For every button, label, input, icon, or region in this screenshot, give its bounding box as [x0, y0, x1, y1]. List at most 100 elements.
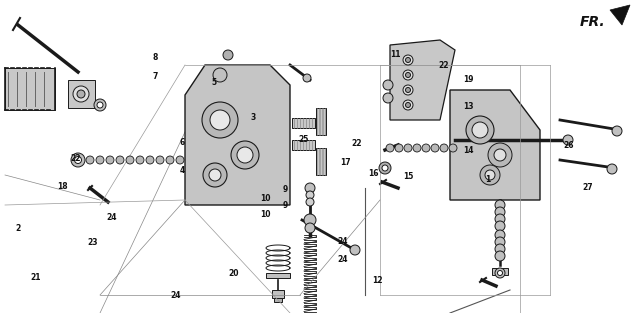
Text: 14: 14	[463, 146, 474, 155]
Text: 2: 2	[15, 224, 20, 233]
Circle shape	[495, 221, 505, 231]
Text: 24: 24	[338, 237, 348, 245]
Bar	[274, 298, 282, 302]
Circle shape	[382, 165, 388, 171]
Circle shape	[74, 156, 81, 163]
Circle shape	[306, 198, 314, 206]
Text: 4: 4	[180, 166, 185, 175]
Circle shape	[202, 102, 238, 138]
Circle shape	[73, 86, 89, 102]
Circle shape	[495, 237, 505, 247]
Circle shape	[495, 251, 505, 261]
Text: 13: 13	[463, 102, 474, 111]
Text: 9: 9	[282, 201, 287, 209]
Circle shape	[495, 230, 505, 240]
Bar	[266, 273, 290, 278]
Circle shape	[431, 144, 439, 152]
Polygon shape	[610, 5, 630, 25]
Text: 20: 20	[228, 269, 239, 278]
Text: 26: 26	[563, 141, 573, 150]
Circle shape	[383, 93, 393, 103]
Text: 15: 15	[403, 172, 413, 181]
Circle shape	[406, 58, 410, 63]
Circle shape	[176, 156, 184, 164]
Circle shape	[231, 141, 259, 169]
Circle shape	[97, 102, 103, 108]
Circle shape	[306, 191, 314, 199]
Circle shape	[156, 156, 164, 164]
Circle shape	[404, 144, 412, 152]
Polygon shape	[316, 148, 326, 175]
Circle shape	[116, 156, 124, 164]
Text: 22: 22	[351, 139, 362, 148]
Circle shape	[440, 144, 448, 152]
Circle shape	[76, 156, 84, 164]
Text: 12: 12	[372, 276, 383, 285]
Text: 9: 9	[282, 185, 287, 194]
Circle shape	[422, 144, 430, 152]
Polygon shape	[390, 40, 455, 120]
Circle shape	[413, 144, 421, 152]
Circle shape	[106, 156, 114, 164]
Polygon shape	[185, 65, 290, 205]
Text: 8: 8	[153, 54, 158, 62]
Polygon shape	[292, 118, 315, 128]
Text: 10: 10	[260, 194, 271, 203]
Circle shape	[466, 116, 494, 144]
Circle shape	[166, 156, 174, 164]
Circle shape	[497, 270, 502, 275]
Circle shape	[480, 165, 500, 185]
Text: 27: 27	[582, 183, 593, 192]
Circle shape	[350, 245, 360, 255]
Circle shape	[488, 143, 512, 167]
Circle shape	[213, 68, 227, 82]
Text: 24: 24	[338, 255, 348, 264]
Circle shape	[209, 169, 221, 181]
Text: 19: 19	[463, 75, 474, 84]
Circle shape	[86, 156, 94, 164]
Circle shape	[406, 88, 410, 93]
Circle shape	[77, 90, 85, 98]
Text: 23: 23	[88, 238, 98, 247]
Text: 24: 24	[171, 291, 181, 300]
Circle shape	[406, 73, 410, 78]
Circle shape	[472, 122, 488, 138]
Circle shape	[303, 74, 311, 82]
Circle shape	[146, 156, 154, 164]
Circle shape	[563, 135, 573, 145]
Circle shape	[94, 99, 106, 111]
Text: 7: 7	[153, 72, 158, 81]
Text: 25: 25	[299, 135, 309, 144]
Circle shape	[449, 144, 457, 152]
Circle shape	[210, 110, 230, 130]
Circle shape	[495, 244, 505, 254]
Bar	[272, 290, 284, 298]
Circle shape	[494, 149, 506, 161]
Polygon shape	[450, 90, 540, 200]
Bar	[492, 268, 508, 275]
Text: 22: 22	[438, 61, 449, 70]
Text: 21: 21	[30, 273, 40, 281]
Polygon shape	[68, 80, 95, 108]
Circle shape	[406, 102, 410, 107]
Text: 11: 11	[390, 50, 401, 59]
Circle shape	[495, 268, 505, 278]
Text: 17: 17	[340, 158, 351, 167]
Text: 22: 22	[70, 154, 81, 162]
Polygon shape	[316, 108, 326, 135]
Circle shape	[495, 207, 505, 217]
Circle shape	[403, 70, 413, 80]
Text: 6: 6	[180, 138, 185, 147]
Circle shape	[395, 144, 403, 152]
Text: FR.: FR.	[580, 15, 605, 29]
Text: 24: 24	[107, 213, 117, 222]
Circle shape	[485, 170, 495, 180]
Circle shape	[304, 214, 316, 226]
Text: 18: 18	[58, 182, 68, 191]
Polygon shape	[5, 68, 55, 110]
Text: 5: 5	[212, 79, 217, 87]
Circle shape	[495, 200, 505, 210]
Circle shape	[223, 50, 233, 60]
Polygon shape	[292, 140, 315, 150]
Circle shape	[383, 80, 393, 90]
